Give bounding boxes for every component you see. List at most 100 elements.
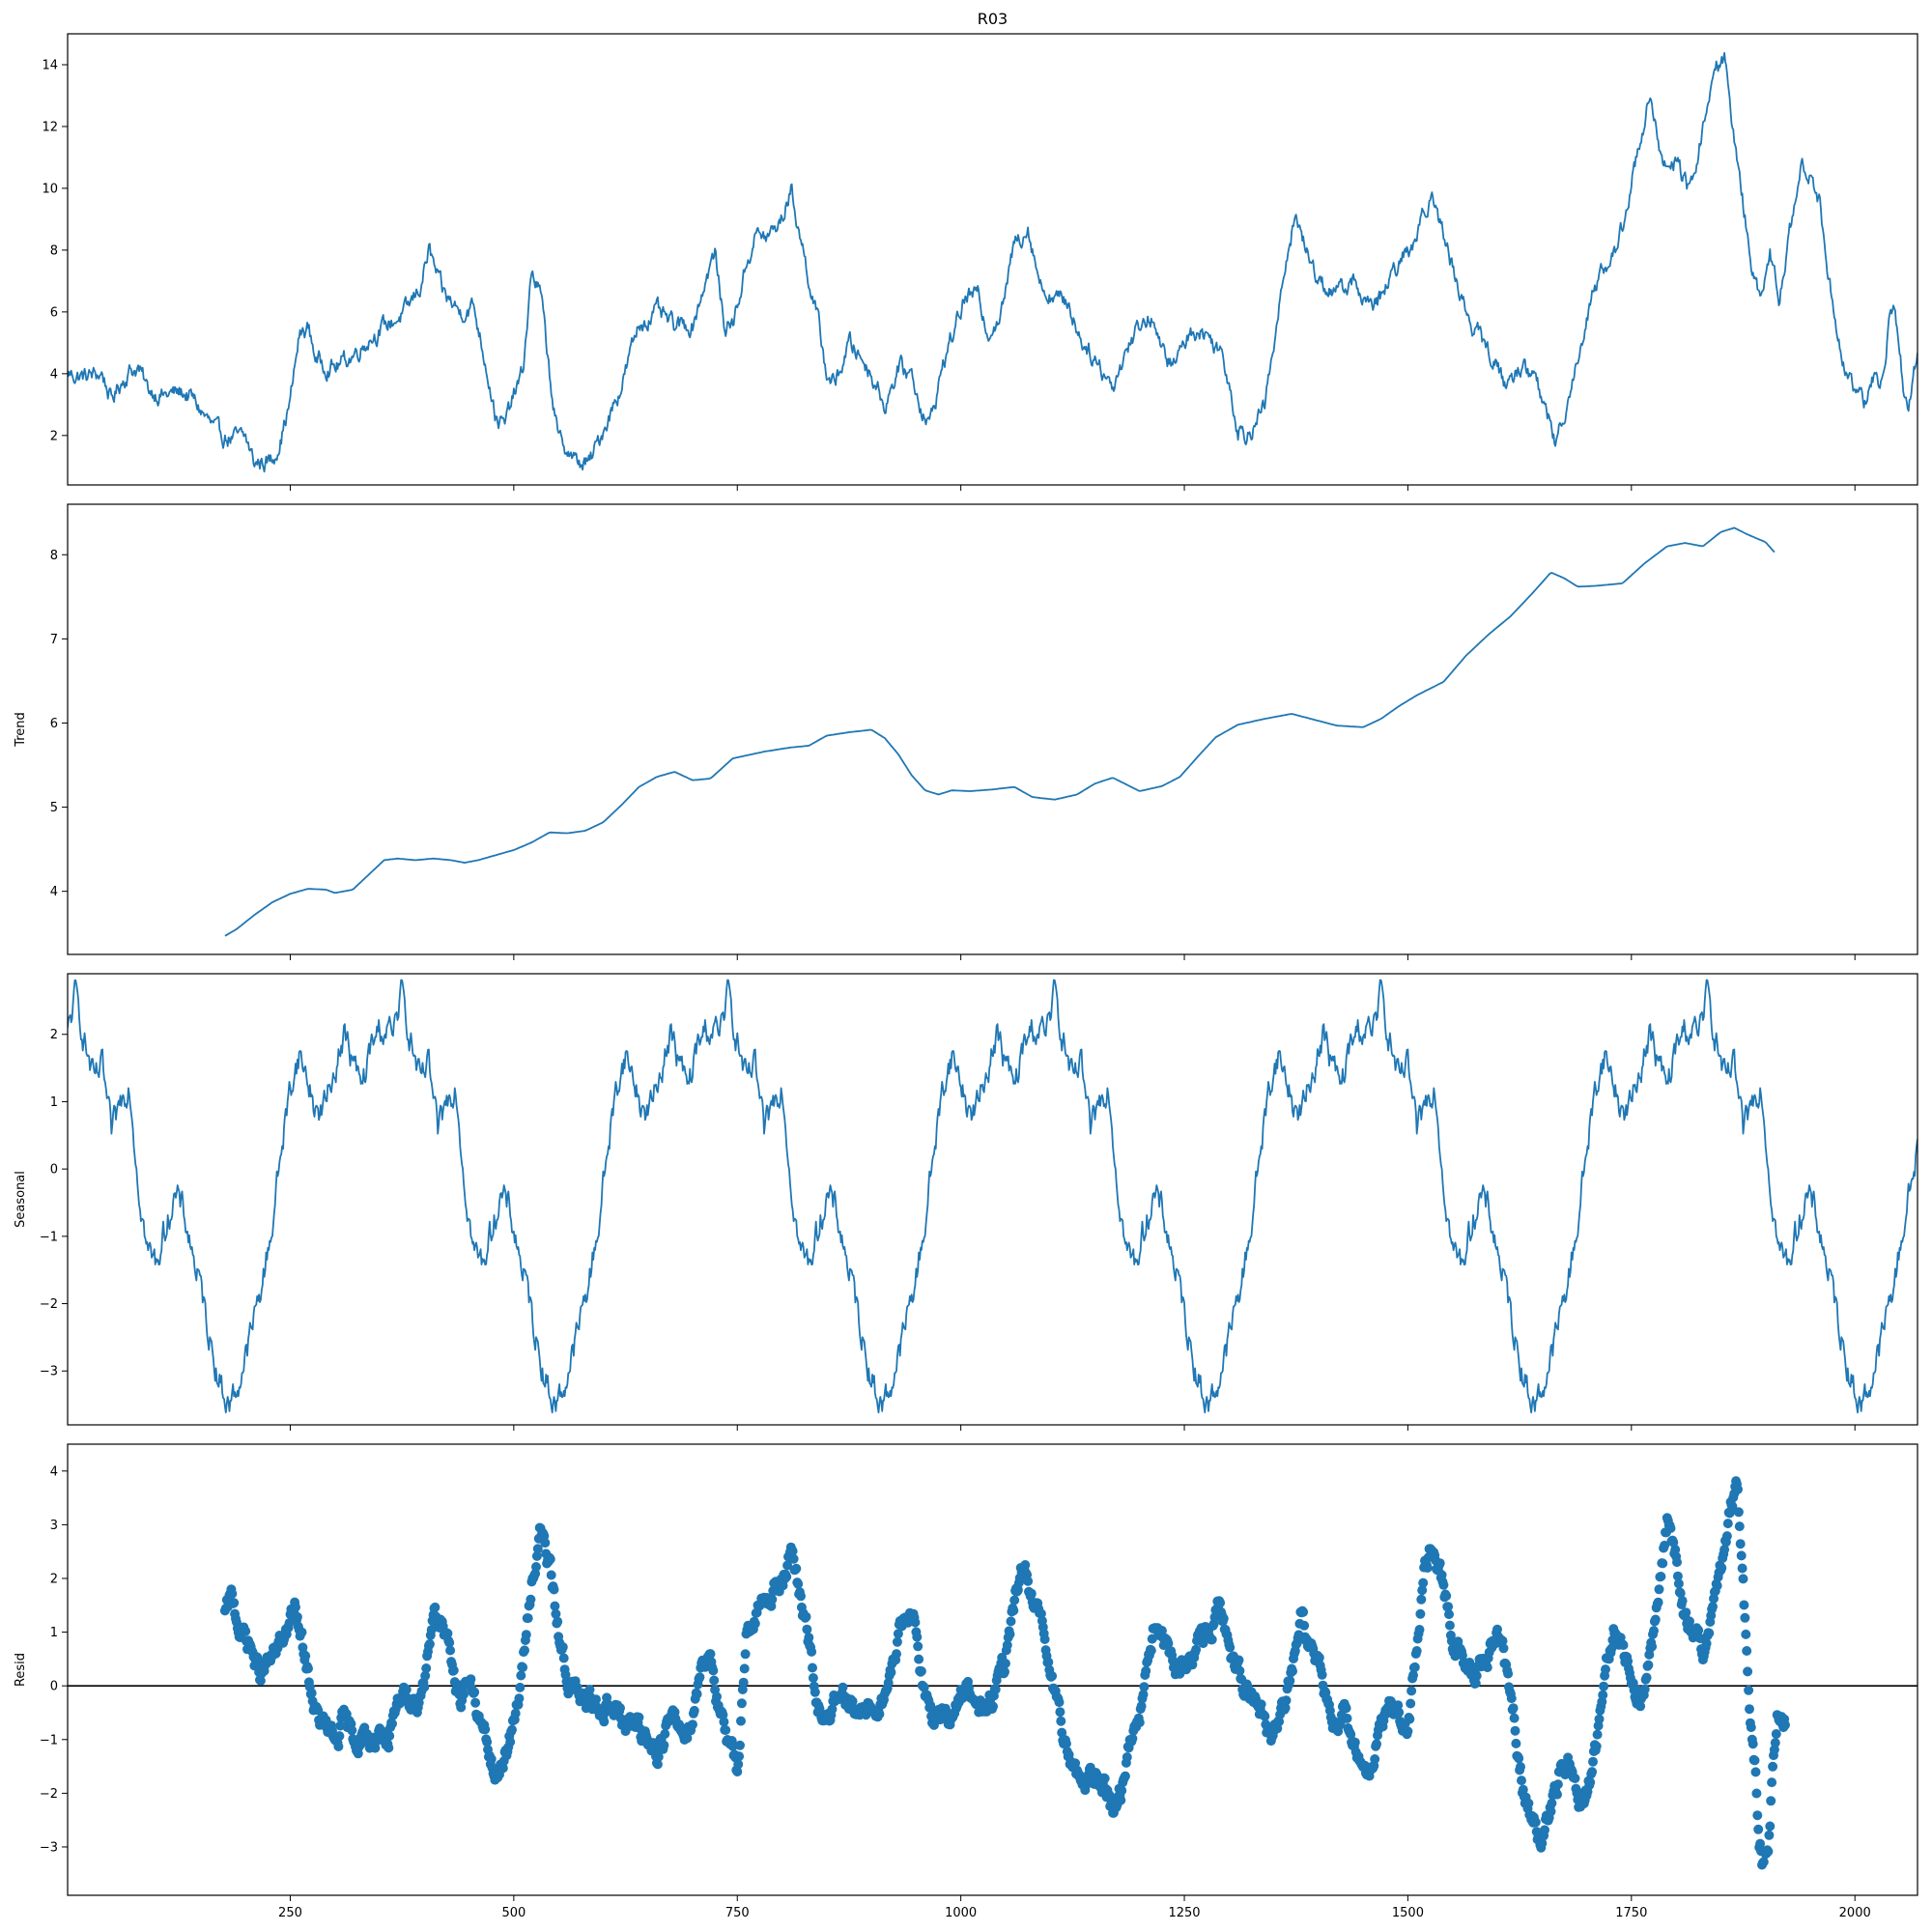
resid-point (804, 1633, 814, 1643)
resid-point (1673, 1578, 1684, 1589)
resid-point (1547, 1798, 1557, 1808)
resid-point (1639, 1684, 1650, 1694)
resid-point (387, 1719, 397, 1729)
resid-point (1000, 1666, 1009, 1677)
resid-point (688, 1719, 697, 1730)
resid-point (1749, 1755, 1760, 1766)
resid-point (1516, 1762, 1525, 1772)
resid-xtick-label: 1750 (1615, 1906, 1647, 1920)
resid-point (521, 1630, 531, 1640)
resid-point (1342, 1713, 1352, 1723)
resid-ytick-label: 0 (50, 1680, 58, 1694)
observed-ytick-label: 12 (42, 120, 58, 134)
resid-point (1740, 1612, 1750, 1623)
resid-point (456, 1702, 467, 1713)
resid-point (1341, 1703, 1351, 1714)
resid-point (1438, 1579, 1449, 1590)
resid-point (1681, 1607, 1691, 1618)
resid-point (1712, 1580, 1722, 1591)
resid-point (518, 1662, 528, 1672)
resid-point (1005, 1629, 1015, 1639)
resid-ytick-label: −2 (40, 1787, 58, 1802)
seasonal-ytick-label: 2 (50, 1028, 58, 1042)
resid-point (827, 1704, 838, 1715)
resid-point (549, 1584, 559, 1595)
resid-point (883, 1678, 894, 1688)
resid-point (705, 1649, 716, 1660)
resid-point (1163, 1638, 1174, 1649)
resid-point (1650, 1614, 1661, 1625)
resid-point (807, 1646, 817, 1657)
resid-point (306, 1688, 317, 1698)
resid-point (1518, 1784, 1528, 1795)
observed-ytick-label: 14 (42, 58, 58, 72)
resid-point (229, 1598, 240, 1608)
resid-point (1618, 1640, 1629, 1650)
resid-point (736, 1698, 747, 1709)
resid-point (990, 1684, 1001, 1694)
resid-axes-frame (67, 1443, 1918, 1896)
resid-point (912, 1632, 923, 1642)
resid-point (1594, 1714, 1605, 1724)
resid-point (516, 1670, 526, 1681)
resid-point (767, 1594, 778, 1605)
resid-point (718, 1710, 728, 1720)
resid-point (653, 1751, 664, 1762)
resid-point (442, 1628, 453, 1638)
resid-point (727, 1741, 738, 1751)
resid-point (486, 1753, 497, 1764)
resid-point (1471, 1670, 1482, 1681)
resid-point (1139, 1682, 1150, 1692)
resid-point (531, 1550, 542, 1561)
resid-point (1006, 1616, 1016, 1627)
resid-point (1039, 1634, 1050, 1644)
resid-point (1055, 1707, 1065, 1718)
resid-point (1116, 1795, 1126, 1805)
resid-point (1138, 1690, 1149, 1700)
resid-point (893, 1629, 903, 1639)
resid-point (1722, 1519, 1733, 1529)
resid-point (838, 1682, 848, 1692)
resid-point (459, 1690, 469, 1699)
resid-point (1693, 1625, 1704, 1635)
resid-point (1256, 1699, 1266, 1710)
resid-point (1023, 1576, 1034, 1586)
trend-panel: 4 5 6 7 8 Trend (14, 503, 1918, 960)
resid-point (739, 1663, 750, 1674)
resid-point (1523, 1798, 1534, 1808)
resid-point (1043, 1657, 1054, 1667)
resid-point (740, 1649, 751, 1660)
resid-point (874, 1709, 885, 1719)
resid-point (1598, 1690, 1608, 1700)
observed-ytick-label: 8 (50, 243, 58, 258)
seasonal-line (68, 979, 1918, 1414)
observed-ytick-label: 10 (42, 182, 58, 196)
resid-point (1057, 1727, 1067, 1738)
resid-point (919, 1682, 929, 1692)
resid-point (787, 1546, 798, 1556)
resid-point (1592, 1729, 1603, 1740)
resid-point (1036, 1608, 1046, 1619)
resid-point (1737, 1563, 1747, 1574)
chart-title: R03 (978, 10, 1008, 28)
observed-ytick-label: 4 (50, 367, 58, 382)
resid-point (1122, 1752, 1132, 1762)
resid-point (1443, 1602, 1454, 1612)
resid-point (910, 1617, 921, 1628)
resid-point (1009, 1605, 1019, 1616)
resid-point (227, 1588, 238, 1599)
resid-point (1218, 1613, 1229, 1624)
observed-series (68, 51, 1918, 473)
resid-point (1317, 1669, 1327, 1680)
resid-point (1234, 1655, 1244, 1665)
resid-point (1314, 1652, 1324, 1662)
resid-point (1506, 1693, 1517, 1704)
resid-point (1601, 1664, 1610, 1675)
resid-point (810, 1687, 820, 1697)
resid-point (1675, 1588, 1686, 1599)
trend-ytick-label: 5 (50, 801, 58, 815)
resid-point (545, 1554, 555, 1564)
resid-point (1641, 1672, 1652, 1683)
resid-point (1588, 1756, 1598, 1767)
resid-point (1409, 1662, 1420, 1672)
